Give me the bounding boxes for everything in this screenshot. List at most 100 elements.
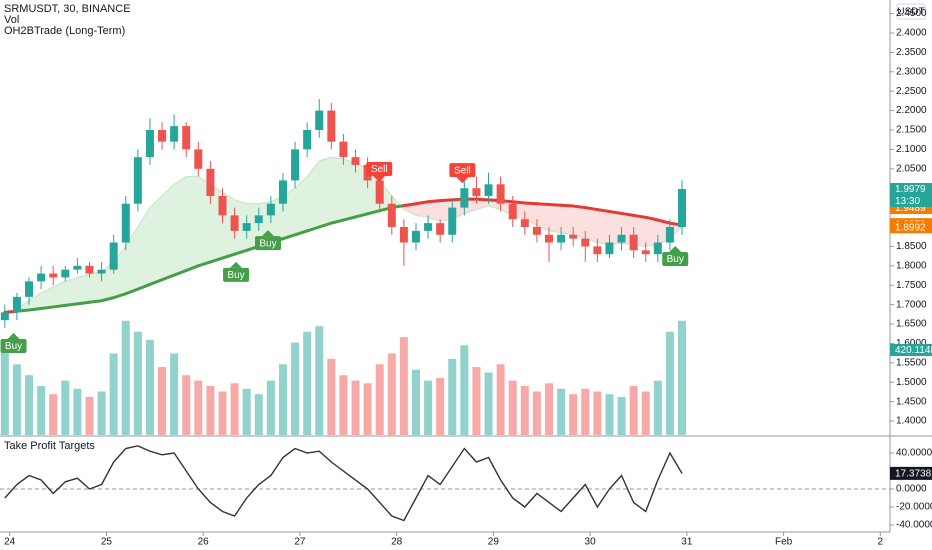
slow-ma <box>293 229 309 237</box>
slow-ma <box>354 212 370 219</box>
candle-body <box>448 207 457 235</box>
candle-body <box>472 188 481 196</box>
candle-body <box>678 189 687 228</box>
volume-bar <box>472 367 481 435</box>
candle-body <box>460 188 469 208</box>
osc-tick-label: 40.0000 <box>896 448 932 459</box>
ma-fill <box>573 206 586 239</box>
slow-ma <box>317 221 333 229</box>
candle-body <box>629 234 638 251</box>
candle-body <box>424 223 433 231</box>
ma-fill <box>41 287 54 309</box>
candle-body <box>73 265 82 270</box>
y-tick-label: 1.6000 <box>896 338 927 349</box>
ma-fill <box>645 217 658 247</box>
candle-body <box>242 223 251 231</box>
y-tick-label: 1.8000 <box>896 260 927 271</box>
y-tick-label: 2.1000 <box>896 144 927 155</box>
x-tick-label: 30 <box>585 537 597 548</box>
slow-ma <box>341 215 358 222</box>
indicator-label: OH2BTrade (Long-Term) <box>4 25 125 37</box>
volume-bar <box>278 364 287 435</box>
ma-fill <box>295 176 308 235</box>
currency-box[interactable] <box>896 3 926 20</box>
volume-bar <box>109 353 118 435</box>
volume-bar <box>339 375 348 435</box>
candle-body <box>375 180 384 204</box>
volume-bar <box>605 394 614 435</box>
osc-tick-label: 0.0000 <box>896 484 927 495</box>
candle-body <box>25 281 34 297</box>
candle-body <box>327 110 336 142</box>
signal-arrow <box>7 332 20 339</box>
signal-label: Buy <box>227 270 244 281</box>
volume-bar <box>158 367 167 435</box>
volume-bar <box>593 391 602 435</box>
volume-bar <box>532 391 541 435</box>
candle-body <box>12 296 21 313</box>
countdown: 13:30 <box>895 196 920 207</box>
volume-bar <box>678 320 687 435</box>
candle-body <box>230 215 239 231</box>
currency[interactable]: USDT <box>897 7 924 18</box>
slow-ma <box>559 203 575 208</box>
volume-bar <box>653 380 662 435</box>
ma-fill <box>89 271 102 303</box>
candle-body <box>581 238 590 247</box>
volume-bar <box>121 320 130 435</box>
signal-box <box>0 338 27 353</box>
ma-fill <box>234 199 247 255</box>
candle-body <box>145 129 154 158</box>
ma-fill <box>198 176 211 266</box>
slow-ma <box>196 260 212 268</box>
volume-bar <box>617 396 626 435</box>
y-tick-label: 2.2500 <box>896 86 927 97</box>
candle-body <box>182 126 191 150</box>
candle-body <box>170 126 179 142</box>
close-tag-box <box>890 183 932 196</box>
slow-ma <box>87 299 104 304</box>
candle-body <box>653 242 662 255</box>
ma-fill <box>476 199 489 210</box>
slow-ma <box>75 300 91 306</box>
signal-arrow <box>261 230 274 237</box>
volume-bar <box>49 394 58 435</box>
volume-bar <box>182 375 191 435</box>
candle-body <box>291 149 300 181</box>
candle-body <box>266 203 275 216</box>
slow-ma <box>184 264 200 272</box>
y-tick-label: 1.4500 <box>896 396 927 407</box>
x-tick-label: 31 <box>681 537 693 548</box>
volume-bar <box>544 383 553 435</box>
osc-tag-box <box>890 466 932 480</box>
slow-ma <box>620 211 636 217</box>
signal-label: Buy <box>5 341 22 352</box>
candle-body <box>254 215 263 224</box>
volume-bar <box>569 394 578 435</box>
volume-bar <box>315 326 324 435</box>
ma-fill <box>162 184 175 280</box>
ma-fill <box>561 205 574 235</box>
volume-label: Vol <box>4 14 19 26</box>
slow-ma <box>39 305 55 310</box>
volume-bar <box>170 353 179 435</box>
volume-bar <box>351 380 360 435</box>
ma-fill <box>548 204 562 233</box>
slow-ma <box>136 282 152 291</box>
price-tag-box <box>890 221 932 234</box>
x-tick-label: 29 <box>488 537 500 548</box>
signal-label: Buy <box>667 254 684 265</box>
slow-ma <box>221 252 237 260</box>
volume-bar <box>665 331 674 435</box>
y-tick-label: 1.5500 <box>896 357 927 368</box>
ma-fill <box>585 207 598 243</box>
slow-ma <box>100 296 116 303</box>
volume-bar <box>303 331 312 435</box>
slow-ma <box>656 218 672 225</box>
volume-bar <box>363 383 372 435</box>
volume-bar <box>508 380 517 435</box>
candle-body <box>37 273 46 282</box>
volume-bar <box>641 391 650 435</box>
slow-ma <box>281 233 297 241</box>
